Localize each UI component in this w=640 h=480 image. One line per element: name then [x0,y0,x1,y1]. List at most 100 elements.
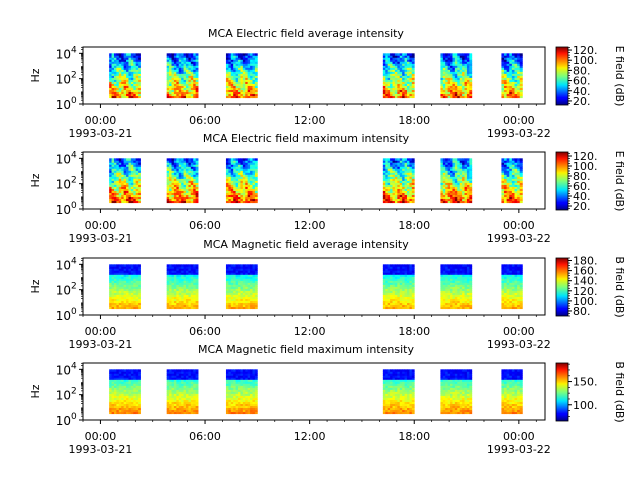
heatmap-cell [245,188,249,191]
heatmap-cell [183,87,187,91]
heatmap-cell [397,182,401,185]
heatmap-cell [402,300,405,304]
heatmap-cell [387,180,391,183]
heatmap-cell [233,79,237,82]
heatmap-cell [392,286,396,289]
heatmap-cell [445,278,449,281]
heatmap-cell [116,162,120,165]
heatmap-cell [116,284,120,287]
heatmap-cell [392,264,396,267]
heatmap-cell [240,298,244,302]
heatmap-cell [171,93,175,97]
heatmap-cell [501,194,505,198]
heatmap-cell [135,77,139,80]
heatmap-cell [504,290,508,293]
heatmap-cell [111,200,115,204]
heatmap-cell [113,296,117,299]
heatmap-cell [390,65,393,68]
heatmap-cell [247,288,251,291]
heatmap-cell [225,63,229,66]
heatmap-cell [509,192,513,196]
heatmap-cell [183,85,187,88]
heatmap-cell [128,282,132,285]
heatmap-cell [409,69,413,72]
heatmap-cell [230,81,234,84]
heatmap-cell [173,57,177,60]
heatmap-cell [130,91,134,95]
heatmap-cell [242,164,246,167]
heatmap-cell [176,172,180,175]
heatmap-cell [399,296,403,299]
heatmap-cell [501,306,505,310]
heatmap-cell [397,270,401,273]
heatmap-cell [195,266,199,269]
heatmap-cell [442,57,446,60]
heatmap-cell [459,53,463,56]
heatmap-cell [113,266,117,269]
heatmap-cell [240,272,244,275]
heatmap-cell [514,87,518,91]
heatmap-cell [442,268,446,271]
heatmap-cell [130,53,134,56]
heatmap-cell [183,57,187,60]
heatmap-cell [459,300,463,304]
heatmap-cell [466,292,470,295]
heatmap-cell [397,73,401,76]
heatmap-cell [254,91,258,95]
heatmap-cell [118,166,122,169]
heatmap-cell [452,95,456,99]
heatmap-cell [195,264,199,267]
heatmap-cell [442,87,446,91]
heatmap-cell [195,71,199,74]
heatmap-cell [511,288,515,291]
heatmap-cell [442,91,446,95]
heatmap-cell [185,87,189,91]
heatmap-cell [113,79,117,82]
heatmap-cell [459,63,463,66]
heatmap-cell [254,158,258,161]
heatmap-cell [469,194,473,198]
heatmap-cell [382,85,386,88]
heatmap-cell [238,192,241,196]
heatmap-cell [462,81,465,84]
heatmap-cell [235,77,239,80]
heatmap-cell [254,284,258,287]
heatmap-cell [519,160,523,163]
heatmap-cell [411,200,415,204]
heatmap-cell [464,188,468,191]
heatmap-cell [166,274,170,277]
heatmap-cell [390,174,393,177]
heatmap-cell [382,170,386,173]
heatmap-cell [190,294,194,297]
heatmap-cell [450,71,453,74]
heatmap-cell [118,304,122,308]
heatmap-cell [121,81,125,84]
heatmap-cell [113,158,117,161]
heatmap-cell [118,264,122,267]
heatmap-cell [126,65,129,68]
heatmap-cell [242,166,246,169]
heatmap-cell [190,174,194,177]
heatmap-cell [138,89,141,93]
heatmap-cell [181,184,184,187]
heatmap-cell [188,91,192,95]
heatmap-cell [382,290,386,293]
colorbar-tick-label: 20. [573,200,591,213]
heatmap-cell [113,83,117,86]
heatmap-cell [250,89,253,93]
heatmap-cell [111,53,115,56]
heatmap-cell [509,304,513,308]
heatmap-cell [511,184,515,187]
heatmap-cell [457,75,461,78]
heatmap-cell [181,53,184,56]
heatmap-cell [506,280,510,283]
heatmap-cell [242,274,246,277]
heatmap-cell [185,93,189,97]
heatmap-cell [511,170,515,173]
heatmap-cell [245,87,249,91]
heatmap-cell [387,176,391,179]
heatmap-cell [252,174,256,177]
heatmap-cell [181,85,184,88]
heatmap-cell [252,268,256,271]
heatmap-cell [392,61,396,64]
